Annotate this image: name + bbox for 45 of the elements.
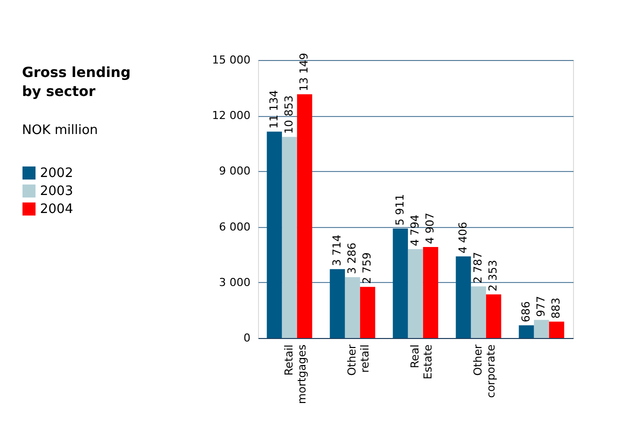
data-label: 2 787 (472, 252, 484, 284)
data-label: 5 911 (393, 194, 406, 226)
bar (297, 94, 312, 338)
bar (266, 132, 282, 338)
x-tick-label: Real Estate (408, 344, 434, 380)
data-label: 11 134 (267, 90, 280, 129)
legend-label: 2004 (40, 202, 74, 217)
bar (549, 322, 564, 338)
bar (518, 325, 534, 338)
data-label: 686 (519, 301, 532, 322)
text: NOK million (22, 123, 98, 138)
data-label: 3 286 (346, 242, 358, 274)
x-tick-label: Other corporate (472, 344, 498, 398)
bar (330, 269, 345, 338)
legend-label: 2002 (40, 166, 74, 181)
data-label: 977 (534, 296, 548, 317)
x-tick-label: Retail mortgages (282, 344, 308, 404)
bar (456, 256, 471, 338)
data-label: 10 853 (282, 95, 296, 134)
data-label: 13 149 (298, 52, 311, 92)
data-label: 3 714 (330, 234, 344, 266)
bar (423, 247, 438, 338)
data-label: 4 907 (424, 212, 437, 244)
y-tick-label: 15 000 (212, 54, 250, 66)
x-tick-label: Other retail (346, 344, 372, 376)
y-tick-label: 0 (244, 332, 250, 344)
data-label: 4 794 (408, 214, 422, 246)
y-tick-label: 3 000 (219, 276, 250, 289)
y-tick-label: 12 000 (212, 109, 250, 122)
bar (470, 286, 486, 338)
bar (392, 228, 408, 338)
data-label: 2 353 (486, 260, 500, 292)
bar (282, 136, 298, 338)
text: Gross lending by sector (22, 65, 131, 100)
bar (408, 249, 424, 338)
data-label: 883 (550, 298, 563, 319)
y-tick-label: 9 000 (219, 164, 250, 178)
data-label: 2 759 (360, 252, 374, 284)
y-tick-label: 6 000 (219, 220, 250, 234)
legend-label: 2003 (40, 184, 74, 199)
bar (344, 277, 360, 338)
data-label: 4 406 (456, 222, 470, 254)
bar (486, 294, 502, 338)
bar (360, 286, 376, 338)
bar (534, 320, 550, 338)
